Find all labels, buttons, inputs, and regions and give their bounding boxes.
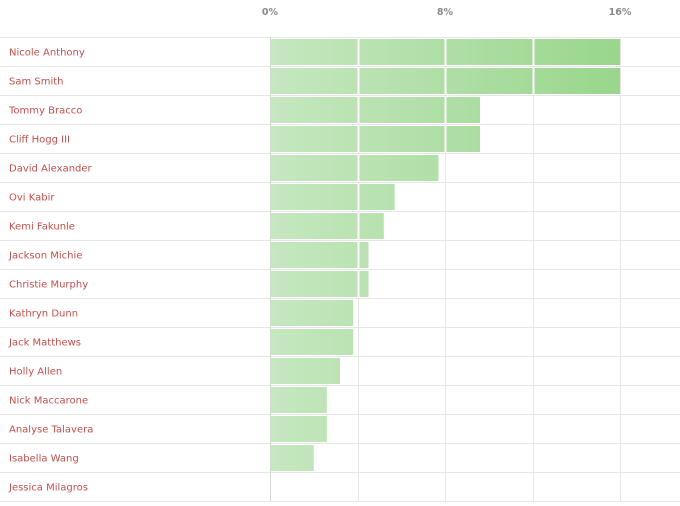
row-label: Analyse Talavera xyxy=(9,425,93,436)
bar-rows: Nicole Anthony Sam Smith Tommy Bracco Cliff… xyxy=(8,39,620,494)
bar xyxy=(270,358,340,384)
bar xyxy=(270,184,395,210)
row-label: Jack Matthews xyxy=(8,338,81,349)
bar xyxy=(270,387,327,413)
row-label: David Alexander xyxy=(9,164,93,175)
x-tick-label: 8% xyxy=(437,7,454,18)
row-label: Nick Maccarone xyxy=(9,396,88,407)
x-tick-label: 0% xyxy=(262,7,279,18)
row-label: Tommy Bracco xyxy=(8,106,82,117)
bar xyxy=(270,416,327,442)
bar xyxy=(270,213,384,239)
row-label: Kathryn Dunn xyxy=(9,309,78,320)
bar xyxy=(270,126,480,152)
bar xyxy=(270,155,439,181)
row-label: Ovi Kabir xyxy=(9,193,55,204)
bar xyxy=(270,329,354,355)
row-label: Jessica Milagros xyxy=(8,483,88,494)
row-label: Isabella Wang xyxy=(9,454,79,465)
row-label: Holly Allen xyxy=(9,367,62,378)
row-label: Sam Smith xyxy=(9,77,64,88)
bar xyxy=(270,271,369,297)
row-label: Cliff Hogg III xyxy=(9,135,70,146)
row-label: Jackson Michie xyxy=(8,251,82,262)
x-axis-ticks: 0% 8% 16% xyxy=(262,7,632,18)
bar xyxy=(270,97,480,123)
row-label: Nicole Anthony xyxy=(9,48,85,59)
bar xyxy=(270,445,314,471)
x-tick-label: 16% xyxy=(609,7,632,18)
row-label: Christie Murphy xyxy=(9,280,88,291)
bar xyxy=(270,300,354,326)
grid-lines xyxy=(0,37,680,502)
bar xyxy=(270,242,369,268)
row-label: Kemi Fakunle xyxy=(9,222,75,233)
